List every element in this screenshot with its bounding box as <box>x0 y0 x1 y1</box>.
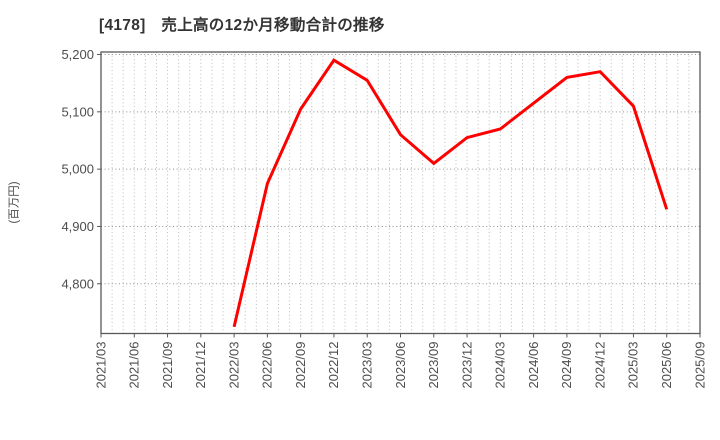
svg-text:2021/03: 2021/03 <box>93 342 108 389</box>
chart-title: [4178] 売上高の12か月移動合計の推移 <box>99 17 385 34</box>
svg-text:2023/09: 2023/09 <box>426 342 441 389</box>
svg-text:5,100: 5,100 <box>61 104 94 119</box>
svg-text:4,900: 4,900 <box>61 219 94 234</box>
svg-text:2021/12: 2021/12 <box>193 342 208 389</box>
y-tick-labels: 4,800 4,900 5,000 5,100 5,200 <box>61 47 94 291</box>
svg-text:2024/12: 2024/12 <box>592 342 607 389</box>
svg-text:5,200: 5,200 <box>61 47 94 62</box>
vertical-gridlines <box>111 52 690 334</box>
svg-text:2025/06: 2025/06 <box>659 342 674 389</box>
svg-text:2025/03: 2025/03 <box>626 342 641 389</box>
axis-ticks <box>97 54 701 338</box>
svg-text:2023/12: 2023/12 <box>459 342 474 389</box>
svg-text:2024/03: 2024/03 <box>493 341 508 388</box>
svg-text:4,800: 4,800 <box>61 276 94 291</box>
svg-text:2022/06: 2022/06 <box>260 342 275 389</box>
svg-text:2024/06: 2024/06 <box>526 342 541 389</box>
svg-text:2025/09: 2025/09 <box>692 342 707 389</box>
svg-text:2023/03: 2023/03 <box>360 342 375 389</box>
svg-text:2023/06: 2023/06 <box>393 342 408 389</box>
svg-text:2022/09: 2022/09 <box>293 342 308 389</box>
svg-text:2022/03: 2022/03 <box>226 342 241 389</box>
svg-text:2024/09: 2024/09 <box>559 342 574 389</box>
horizontal-gridlines <box>101 54 700 285</box>
svg-text:2021/09: 2021/09 <box>160 342 175 389</box>
svg-text:5,000: 5,000 <box>61 162 94 177</box>
svg-text:2021/06: 2021/06 <box>127 342 142 389</box>
svg-text:2022/12: 2022/12 <box>326 342 341 389</box>
series-line <box>232 58 669 328</box>
x-tick-labels: 2021/03 2021/06 2021/09 2021/12 2022/03 2022/… <box>93 341 707 388</box>
